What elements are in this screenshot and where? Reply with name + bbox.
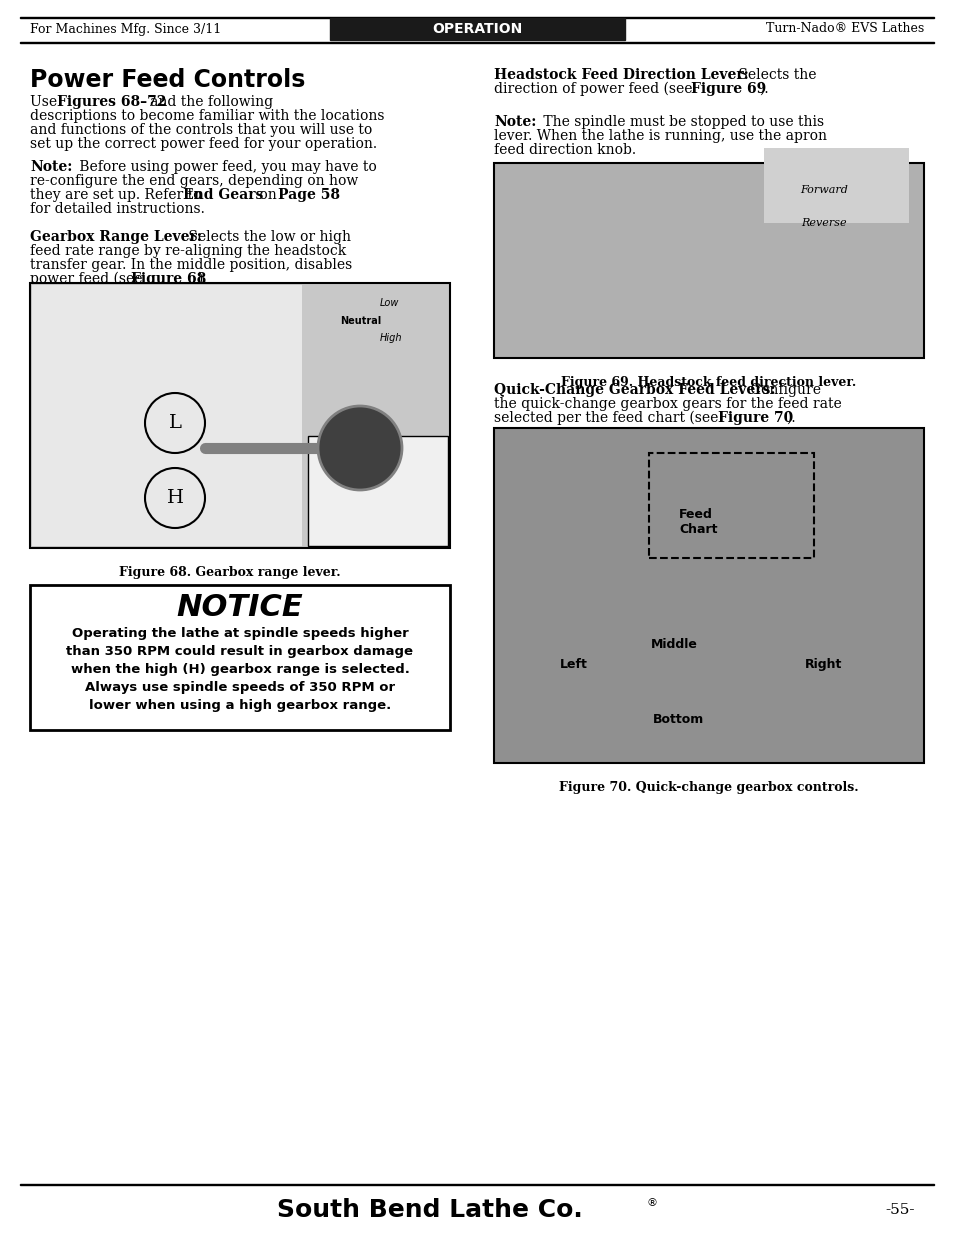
Text: Figures 68–72: Figures 68–72 xyxy=(57,95,166,109)
Text: transfer gear. In the middle position, disables: transfer gear. In the middle position, d… xyxy=(30,258,352,272)
Text: Turn-Nado® EVS Lathes: Turn-Nado® EVS Lathes xyxy=(765,22,923,36)
Text: Quick-Change Gearbox Feed Levers:: Quick-Change Gearbox Feed Levers: xyxy=(494,383,775,396)
Text: power feed (see: power feed (see xyxy=(30,272,147,287)
Text: -55-: -55- xyxy=(884,1203,914,1216)
Text: Use: Use xyxy=(30,95,61,109)
Text: Note:: Note: xyxy=(494,115,536,128)
Bar xyxy=(330,19,624,40)
Text: Gearbox Range Lever:: Gearbox Range Lever: xyxy=(30,230,202,245)
Text: and functions of the controls that you will use to: and functions of the controls that you w… xyxy=(30,124,372,137)
Text: Middle: Middle xyxy=(650,638,697,651)
Bar xyxy=(763,148,908,224)
Text: Power Feed Controls: Power Feed Controls xyxy=(30,68,305,91)
Text: ).: ). xyxy=(196,272,207,287)
Text: Low: Low xyxy=(379,298,399,308)
Text: Configure: Configure xyxy=(745,383,821,396)
Text: ®: ® xyxy=(646,1198,658,1208)
Text: For Machines Mfg. Since 3/11: For Machines Mfg. Since 3/11 xyxy=(30,22,221,36)
Text: set up the correct power feed for your operation.: set up the correct power feed for your o… xyxy=(30,137,376,151)
Text: on: on xyxy=(254,188,281,203)
Text: direction of power feed (see: direction of power feed (see xyxy=(494,82,696,96)
Text: Operating the lathe at spindle speeds higher
than 350 RPM could result in gearbo: Operating the lathe at spindle speeds hi… xyxy=(67,627,413,713)
Text: re-configure the end gears, depending on how: re-configure the end gears, depending on… xyxy=(30,174,358,188)
Text: Before using power feed, you may have to: Before using power feed, you may have to xyxy=(75,161,376,174)
Text: End Gears: End Gears xyxy=(183,188,263,203)
Text: Figure 69: Figure 69 xyxy=(690,82,765,96)
Text: they are set up. Refer to: they are set up. Refer to xyxy=(30,188,206,203)
Text: Right: Right xyxy=(804,658,841,671)
Bar xyxy=(20,16,933,19)
Text: H: H xyxy=(167,489,183,508)
Bar xyxy=(32,285,302,546)
Text: OPERATION: OPERATION xyxy=(432,22,521,36)
Bar xyxy=(30,283,450,548)
Text: feed rate range by re-aligning the headstock: feed rate range by re-aligning the heads… xyxy=(30,245,346,258)
Text: Figure 68: Figure 68 xyxy=(131,272,206,287)
Text: The spindle must be stopped to use this: The spindle must be stopped to use this xyxy=(538,115,823,128)
Bar xyxy=(494,163,923,358)
Text: Neutral: Neutral xyxy=(339,316,381,326)
Text: NOTICE: NOTICE xyxy=(176,593,303,622)
Text: Figure 70. Quick-change gearbox controls.: Figure 70. Quick-change gearbox controls… xyxy=(558,781,858,794)
Bar xyxy=(308,436,448,546)
Text: Figure 70: Figure 70 xyxy=(718,411,792,425)
Text: Figure 69. Headstock feed direction lever.: Figure 69. Headstock feed direction leve… xyxy=(560,375,856,389)
Text: the quick-change gearbox gears for the feed rate: the quick-change gearbox gears for the f… xyxy=(494,396,841,411)
Text: Reverse: Reverse xyxy=(801,219,846,228)
Text: Feed
Chart: Feed Chart xyxy=(679,508,717,536)
Text: Headstock Feed Direction Lever:: Headstock Feed Direction Lever: xyxy=(494,68,748,82)
Bar xyxy=(494,429,923,763)
Bar xyxy=(30,585,450,730)
Bar xyxy=(648,453,813,558)
Text: South Bend Lathe Co.: South Bend Lathe Co. xyxy=(276,1198,582,1221)
Text: ).: ). xyxy=(759,82,768,96)
Text: Selects the low or high: Selects the low or high xyxy=(184,230,351,245)
Text: Figure 68. Gearbox range lever.: Figure 68. Gearbox range lever. xyxy=(119,566,340,579)
Text: L: L xyxy=(169,414,181,432)
Text: ).: ). xyxy=(785,411,795,425)
Text: descriptions to become familiar with the locations: descriptions to become familiar with the… xyxy=(30,109,384,124)
Text: Left: Left xyxy=(559,658,587,671)
Text: High: High xyxy=(379,333,402,343)
Bar xyxy=(20,1183,933,1186)
Text: Bottom: Bottom xyxy=(653,713,704,726)
Text: selected per the feed chart (see: selected per the feed chart (see xyxy=(494,411,722,425)
Text: Selects the: Selects the xyxy=(733,68,816,82)
Text: Page 58: Page 58 xyxy=(277,188,339,203)
Text: lever. When the lathe is running, use the apron: lever. When the lathe is running, use th… xyxy=(494,128,826,143)
Text: for detailed instructions.: for detailed instructions. xyxy=(30,203,205,216)
Text: Note:: Note: xyxy=(30,161,72,174)
Text: and the following: and the following xyxy=(150,95,273,109)
Circle shape xyxy=(317,406,401,490)
Text: Forward: Forward xyxy=(800,185,847,195)
Bar xyxy=(20,42,933,43)
Text: feed direction knob.: feed direction knob. xyxy=(494,143,636,157)
